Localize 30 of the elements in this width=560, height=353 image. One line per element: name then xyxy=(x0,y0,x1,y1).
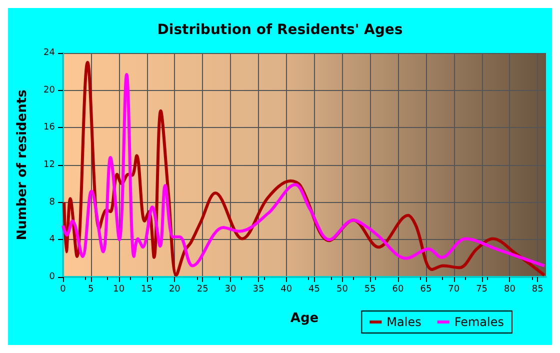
x-tick-label: 20 xyxy=(168,284,181,294)
x-tick-label: 85 xyxy=(532,284,544,294)
y-tick-label: 20 xyxy=(44,85,56,96)
y-tick-label: 0 xyxy=(49,272,56,282)
y-tick-label: 16 xyxy=(44,122,56,133)
x-tick-label: 40 xyxy=(280,284,292,294)
x-tick-label: 70 xyxy=(448,284,460,294)
x-tick-label: 30 xyxy=(224,284,237,294)
legend-label: Males xyxy=(386,315,422,329)
x-tick-label: 80 xyxy=(504,284,516,294)
x-tick-label: 55 xyxy=(364,284,376,294)
y-tick-label: 8 xyxy=(49,197,56,208)
x-tick-label: 75 xyxy=(476,284,488,294)
y-tick-label: 12 xyxy=(44,160,55,170)
y-axis-title: Number of residents xyxy=(15,89,30,240)
y-tick-label: 24 xyxy=(44,48,56,58)
x-tick-label: 15 xyxy=(141,284,152,294)
x-tick-label: 0 xyxy=(60,284,66,294)
x-tick-label: 10 xyxy=(113,284,125,294)
chart-title: Distribution of Residents' Ages xyxy=(157,22,403,38)
x-tick-label: 60 xyxy=(392,284,404,294)
x-tick-label: 25 xyxy=(196,284,208,294)
x-tick-label: 35 xyxy=(252,284,264,294)
x-tick-label: 5 xyxy=(88,284,94,294)
y-tick-label: 4 xyxy=(49,234,56,245)
legend-label: Females xyxy=(454,315,504,329)
x-tick-label: 45 xyxy=(308,284,320,294)
x-tick-label: 65 xyxy=(420,284,432,294)
x-axis-title: Age xyxy=(290,311,319,326)
x-tick-label: 50 xyxy=(336,284,348,294)
